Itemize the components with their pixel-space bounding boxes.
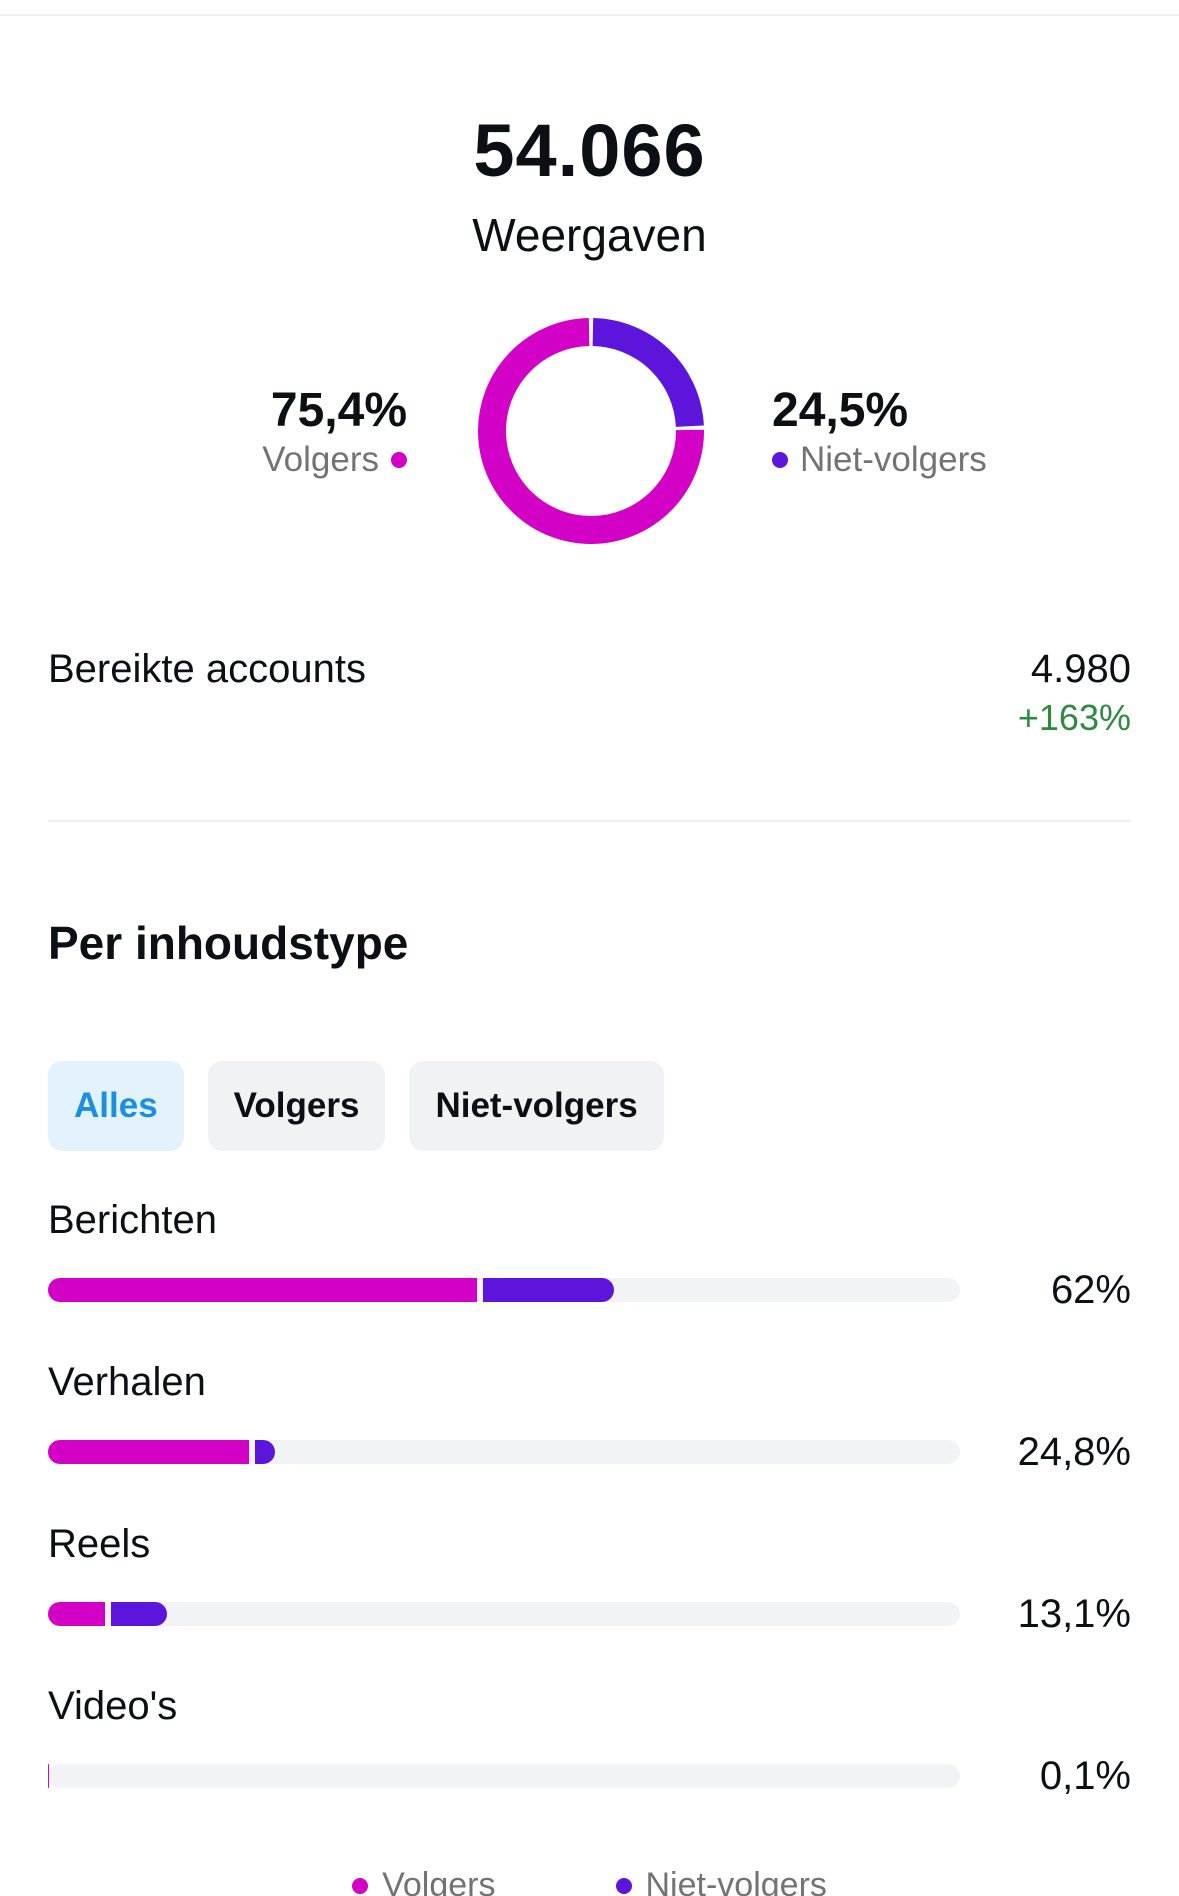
- content-type-percentage: 62%: [1050, 1268, 1131, 1312]
- content-type-percentage: 13,1%: [1017, 1592, 1131, 1636]
- tab-non-followers[interactable]: Niet-volgers: [409, 1061, 664, 1151]
- followers-bar-segment: [48, 1278, 477, 1302]
- non-followers-percentage: 24,5%: [772, 384, 909, 437]
- content-type-bar-track: [48, 1278, 960, 1302]
- content-type-label: Verhalen: [48, 1360, 206, 1404]
- content-type-title: Per inhoudstype: [48, 917, 409, 969]
- non-followers-dot-icon: [772, 452, 788, 468]
- followers-bar-segment: [48, 1764, 49, 1788]
- content-type-percentage: 24,8%: [1017, 1430, 1131, 1474]
- accounts-reached-change: +163%: [1017, 697, 1131, 738]
- non-followers-bar-segment: [483, 1278, 614, 1302]
- content-type-row: Video's 0,1%: [48, 1684, 1131, 1846]
- legend-item-followers: Volgers: [352, 1866, 496, 1896]
- legend-non-followers-label: Niet-volgers: [645, 1866, 827, 1896]
- accounts-reached-value: 4.980: [1030, 647, 1131, 691]
- legend-followers-dot-icon: [352, 1877, 369, 1894]
- content-type-row: Berichten 62%: [48, 1198, 1131, 1360]
- content-type-label: Reels: [48, 1522, 151, 1566]
- content-type-bar-track: [48, 1764, 960, 1788]
- content-type-row: Verhalen 24,8%: [48, 1360, 1131, 1522]
- non-followers-stat: 24,5% Niet-volgers: [772, 383, 987, 480]
- followers-bar-segment: [48, 1602, 105, 1626]
- section-divider: [48, 820, 1131, 822]
- audience-filter-tabs: Alles Volgers Niet-volgers: [48, 1061, 664, 1151]
- content-type-label: Video's: [48, 1684, 178, 1728]
- donut-non-followers-segment: [592, 318, 704, 428]
- non-followers-label: Niet-volgers: [800, 440, 987, 479]
- non-followers-bar-segment: [255, 1440, 275, 1464]
- followers-percentage: 75,4%: [270, 384, 407, 437]
- chart-legend: Volgers Niet-volgers: [0, 1866, 1179, 1896]
- content-type-label: Berichten: [48, 1198, 217, 1242]
- content-type-bar-track: [48, 1440, 960, 1464]
- content-type-percentage: 0,1%: [1039, 1754, 1131, 1798]
- followers-label: Volgers: [262, 440, 379, 479]
- top-divider: [0, 14, 1179, 16]
- content-type-row: Reels 13,1%: [48, 1522, 1131, 1684]
- accounts-reached-label: Bereikte accounts: [48, 647, 366, 691]
- legend-followers-label: Volgers: [382, 1866, 496, 1896]
- followers-stat: 75,4% Volgers: [262, 383, 407, 480]
- accounts-reached-row[interactable]: Bereikte accounts 4.980 +163%: [48, 645, 1131, 765]
- views-donut-chart: [478, 318, 704, 544]
- donut-svg: [478, 318, 704, 544]
- followers-bar-segment: [48, 1440, 249, 1464]
- content-type-list: Berichten 62% Verhalen 24,8% Reels 13,1% Video…: [48, 1198, 1131, 1846]
- followers-dot-icon: [391, 452, 407, 468]
- donut-followers-segment: [478, 318, 704, 544]
- tab-all[interactable]: Alles: [48, 1061, 184, 1151]
- views-label: Weergaven: [472, 209, 707, 261]
- legend-item-non-followers: Niet-volgers: [615, 1866, 827, 1896]
- legend-non-followers-dot-icon: [615, 1877, 632, 1894]
- non-followers-bar-segment: [111, 1602, 167, 1626]
- tab-followers[interactable]: Volgers: [207, 1061, 386, 1151]
- content-type-bar-track: [48, 1602, 960, 1626]
- views-total: 54.066: [473, 109, 706, 192]
